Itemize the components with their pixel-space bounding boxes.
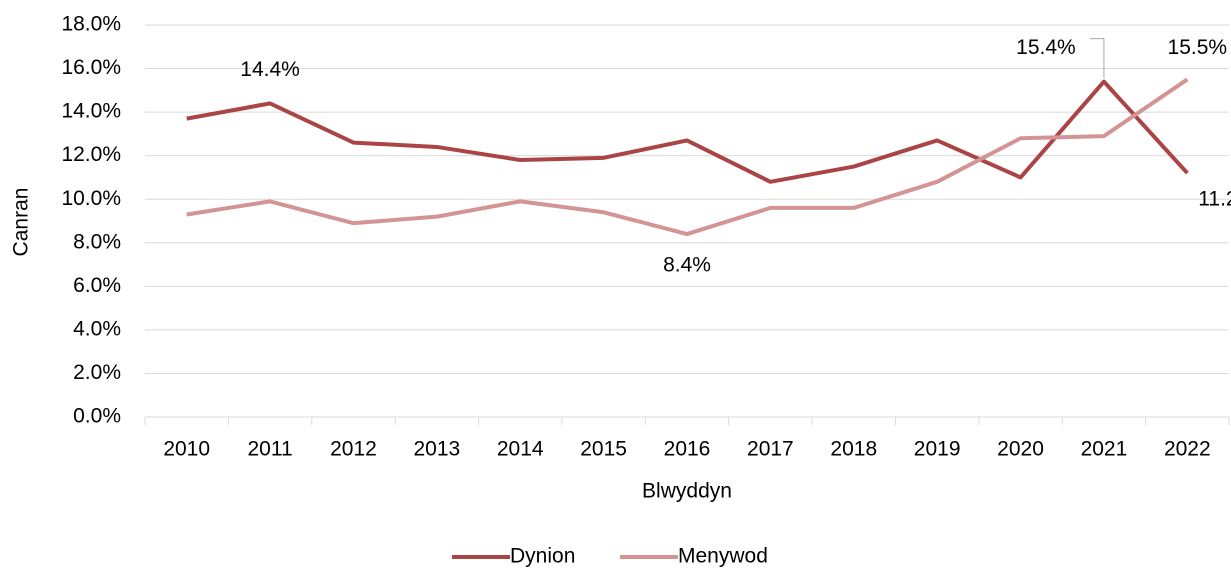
x-tick-label: 2019	[914, 438, 961, 461]
x-tick-label: 2022	[1164, 438, 1211, 461]
y-tick-label: 0.0%	[73, 405, 121, 428]
y-tick-label: 2.0%	[73, 361, 121, 384]
legend-label: Dynion	[510, 545, 575, 568]
x-tick-label: 2020	[997, 438, 1044, 461]
y-tick-label: 12.0%	[61, 143, 121, 166]
x-tick-label: 2021	[1081, 438, 1128, 461]
x-axis-label: Blwyddyn	[642, 480, 732, 503]
leader-line	[1089, 38, 1105, 78]
x-tick-label: 2016	[664, 438, 711, 461]
x-tick-label: 2018	[830, 438, 877, 461]
x-tick-label: 2010	[163, 438, 210, 461]
x-tick-label: 2012	[330, 438, 377, 461]
x-tick-label: 2014	[497, 438, 544, 461]
x-tick-label: 2013	[413, 438, 460, 461]
y-axis-label: Canran	[10, 188, 33, 257]
line-series	[186, 77, 1189, 237]
y-tick-label: 16.0%	[61, 56, 121, 79]
data-label: 14.4%	[240, 58, 300, 81]
line-series	[186, 79, 1189, 184]
y-tick-label: 14.0%	[61, 100, 121, 123]
data-label: 8.4%	[663, 254, 711, 277]
y-tick-label: 6.0%	[73, 274, 121, 297]
y-tick-label: 8.0%	[73, 230, 121, 253]
data-label: 11.2%	[1198, 188, 1231, 211]
x-tick-label: 2015	[580, 438, 627, 461]
data-label: 15.4%	[1016, 36, 1076, 59]
y-tick-label: 10.0%	[61, 187, 121, 210]
x-tick-label: 2017	[747, 438, 794, 461]
data-label: 15.5%	[1168, 36, 1228, 59]
y-tick-label: 4.0%	[73, 317, 121, 340]
legend-label: Menywod	[678, 545, 768, 568]
y-tick-label: 18.0%	[61, 13, 121, 36]
x-tick-label: 2011	[247, 438, 292, 461]
